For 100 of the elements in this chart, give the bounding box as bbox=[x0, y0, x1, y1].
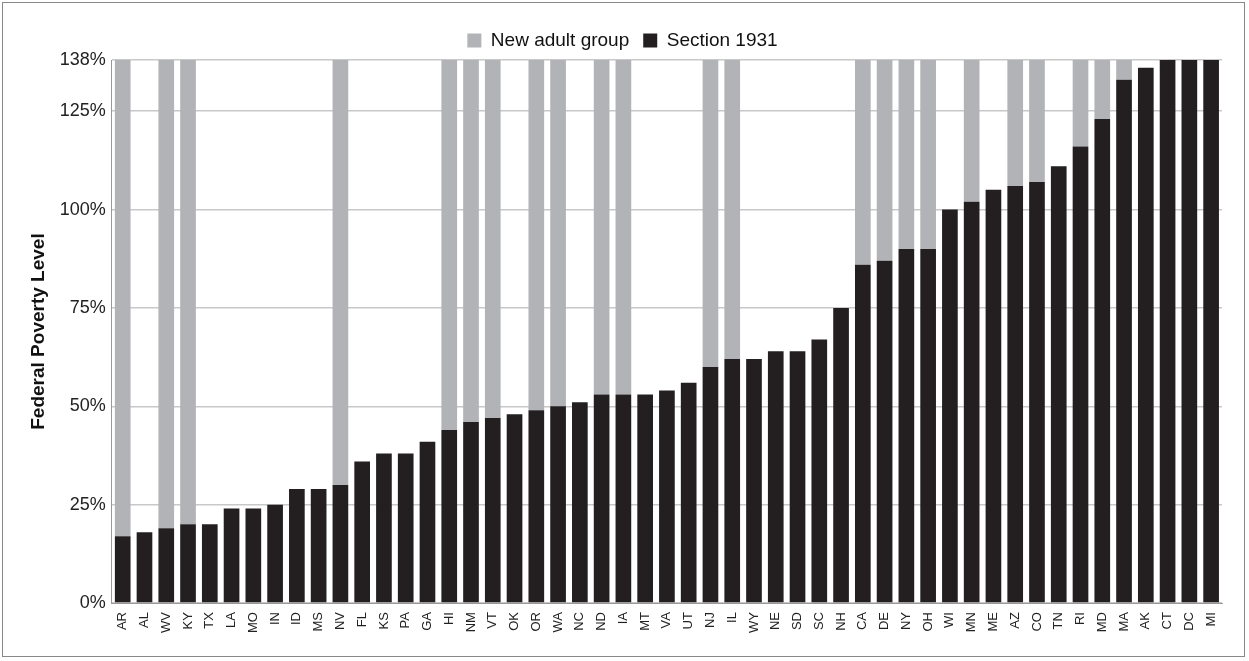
x-tick-label: NM bbox=[462, 612, 478, 633]
bar bbox=[506, 414, 523, 603]
x-tick-label: WV bbox=[157, 611, 173, 634]
x-tick-label: KS bbox=[375, 611, 391, 630]
x-tick-label: UT bbox=[680, 612, 696, 630]
bar bbox=[767, 351, 784, 603]
x-tick-label: NV bbox=[331, 611, 347, 631]
bar bbox=[876, 260, 893, 603]
bar bbox=[724, 60, 741, 360]
bar bbox=[1181, 60, 1198, 603]
x-tick-label: MS bbox=[310, 611, 326, 632]
bar bbox=[201, 524, 218, 603]
bar bbox=[484, 418, 501, 603]
bar bbox=[702, 366, 719, 603]
x-tick-label: NC bbox=[571, 612, 587, 631]
bar bbox=[1072, 60, 1089, 147]
bar bbox=[920, 60, 936, 249]
bar bbox=[1159, 60, 1176, 603]
bar bbox=[702, 60, 719, 367]
bar bbox=[1116, 60, 1132, 80]
bar bbox=[1094, 60, 1111, 120]
bar bbox=[985, 189, 1002, 603]
bar bbox=[789, 351, 806, 603]
x-tick-label: TN bbox=[1050, 612, 1066, 630]
x-tick-label: MD bbox=[1093, 612, 1109, 633]
bar bbox=[1007, 60, 1024, 186]
bar bbox=[267, 504, 283, 603]
x-tick-label: LA bbox=[223, 611, 239, 628]
bar bbox=[245, 508, 262, 603]
bar bbox=[1116, 79, 1132, 603]
y-tick-label: 125% bbox=[59, 100, 106, 121]
y-axis-title: Federal Poverty Level bbox=[26, 233, 48, 430]
x-tick-label: AK bbox=[1137, 611, 1153, 630]
bar bbox=[876, 60, 893, 261]
x-tick-label: AR bbox=[114, 612, 130, 631]
x-tick-label: IL bbox=[723, 612, 739, 623]
bar bbox=[593, 394, 610, 603]
bar bbox=[724, 359, 741, 603]
x-tick-label: OH bbox=[919, 612, 935, 632]
bar bbox=[289, 488, 305, 603]
x-tick-label: NH bbox=[832, 612, 848, 631]
x-tick-label: DC bbox=[1180, 612, 1196, 631]
bar bbox=[615, 394, 632, 603]
bar bbox=[114, 60, 131, 537]
bar bbox=[1203, 60, 1219, 603]
bar bbox=[463, 422, 479, 603]
x-tick-label: KY bbox=[179, 611, 195, 630]
y-tick-label: 25% bbox=[69, 493, 106, 514]
bar bbox=[332, 485, 349, 603]
bar bbox=[854, 60, 871, 265]
y-tick-label: 0% bbox=[79, 592, 106, 613]
bar bbox=[550, 60, 566, 407]
x-tick-label: TX bbox=[201, 611, 217, 629]
bar bbox=[136, 532, 153, 603]
x-tick-label: CA bbox=[854, 611, 870, 631]
x-tick-label: DE bbox=[876, 611, 892, 631]
x-tick-label: NJ bbox=[702, 612, 718, 628]
x-tick-label: VT bbox=[484, 612, 500, 629]
bar bbox=[1094, 119, 1111, 603]
x-tick-label: MI bbox=[1202, 612, 1218, 627]
y-tick-label: 100% bbox=[59, 198, 106, 219]
bar bbox=[397, 453, 414, 603]
bar bbox=[942, 209, 958, 603]
bar bbox=[898, 248, 915, 603]
legend-label: Section 1931 bbox=[666, 28, 778, 50]
x-tick-label: WA bbox=[549, 611, 565, 633]
y-tick-label: 50% bbox=[69, 395, 106, 416]
bar bbox=[746, 359, 762, 603]
bar bbox=[963, 201, 980, 603]
bar bbox=[593, 60, 610, 395]
x-tick-label: PA bbox=[397, 611, 413, 629]
x-tick-label: OR bbox=[527, 612, 543, 632]
bar bbox=[158, 60, 175, 529]
bar bbox=[659, 390, 675, 603]
x-tick-label: NY bbox=[897, 611, 913, 631]
bar bbox=[180, 524, 196, 603]
x-tick-label: CO bbox=[1028, 612, 1044, 632]
x-tick-label: MT bbox=[636, 612, 652, 631]
bar bbox=[572, 402, 588, 603]
bar bbox=[419, 441, 436, 603]
bar bbox=[963, 60, 980, 202]
x-tick-label: MA bbox=[1115, 611, 1131, 632]
x-tick-label: RI bbox=[1072, 612, 1088, 626]
bar bbox=[811, 339, 828, 603]
x-tick-label: CT bbox=[1159, 612, 1175, 630]
bar bbox=[223, 508, 240, 603]
x-tick-label: MN bbox=[963, 612, 979, 633]
x-tick-label: AL bbox=[136, 612, 152, 628]
x-tick-label: NE bbox=[767, 611, 783, 631]
bar bbox=[528, 410, 545, 603]
bar bbox=[1029, 60, 1045, 182]
x-tick-label: WY bbox=[745, 611, 761, 634]
x-tick-label: ND bbox=[593, 612, 609, 631]
bar bbox=[376, 453, 392, 603]
bar bbox=[550, 406, 566, 603]
y-tick-label: 75% bbox=[69, 296, 106, 317]
x-tick-label: SC bbox=[810, 612, 826, 631]
bar bbox=[680, 382, 697, 603]
x-tick-label: HI bbox=[440, 612, 456, 626]
bar bbox=[332, 60, 349, 485]
